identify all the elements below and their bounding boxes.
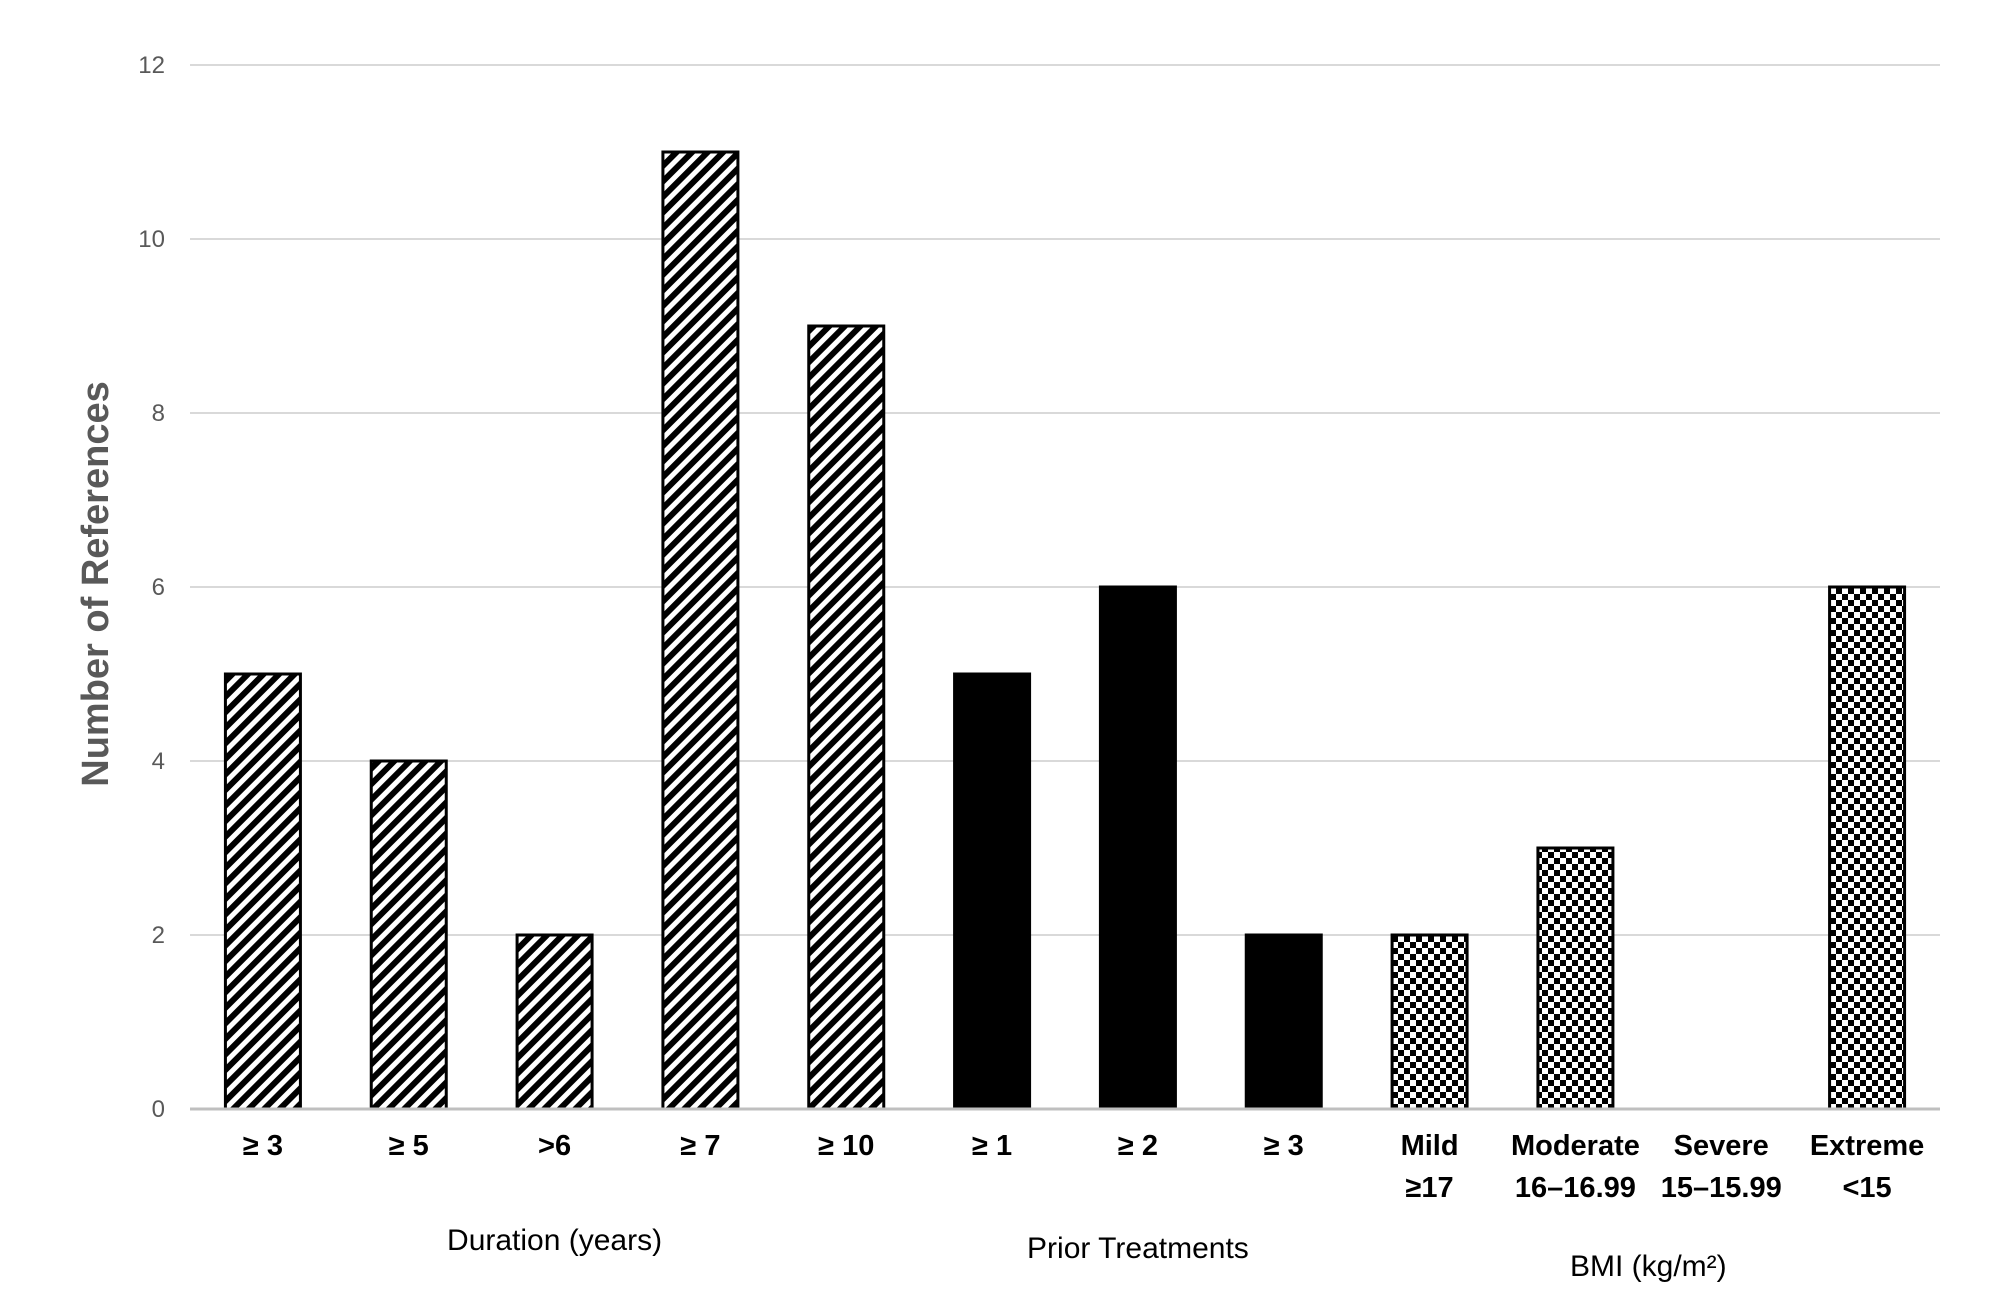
x-tick-label: <15 xyxy=(1842,1172,1891,1204)
group-labels: Duration (years) Prior Treatments BMI (kg/… xyxy=(447,1224,1727,1283)
x-tick-label: ≥ 10 xyxy=(818,1130,874,1162)
y-tick-label: 0 xyxy=(152,1096,165,1123)
bar xyxy=(661,150,740,1111)
bar xyxy=(1828,585,1907,1111)
y-axis-label: Number of References xyxy=(75,381,117,786)
bars xyxy=(223,150,1907,1111)
group-label: BMI (kg/m²) xyxy=(1570,1250,1727,1283)
x-tick-label: Severe xyxy=(1674,1130,1769,1162)
bar xyxy=(369,759,448,1111)
bar xyxy=(953,672,1032,1111)
x-tick-label: ≥17 xyxy=(1405,1172,1453,1204)
group-label: Duration (years) xyxy=(447,1224,662,1257)
x-tick-label: 16–16.99 xyxy=(1515,1172,1636,1204)
bar xyxy=(1390,933,1469,1111)
bar xyxy=(1536,846,1615,1111)
y-tick-labels: 0 2 4 6 8 10 12 xyxy=(138,52,165,1123)
y-tick-label: 4 xyxy=(152,748,165,775)
gridlines xyxy=(190,64,1940,936)
x-tick-label: Mild xyxy=(1401,1130,1459,1162)
bar xyxy=(223,672,302,1111)
y-tick-label: 12 xyxy=(138,52,165,79)
x-tick-label: 15–15.99 xyxy=(1661,1172,1782,1204)
y-tick-label: 2 xyxy=(152,922,165,949)
x-tick-labels: ≥ 3 ≥ 5 >6 ≥ 7 ≥ 10 ≥ 1 ≥ 2 ≥ 3 Mild ≥17 Moderate 1… xyxy=(243,1130,1924,1204)
bar xyxy=(1098,585,1177,1111)
y-tick-label: 6 xyxy=(152,574,165,601)
x-tick-label: ≥ 5 xyxy=(389,1130,429,1162)
x-tick-label: >6 xyxy=(538,1130,571,1162)
x-tick-label: ≥ 7 xyxy=(680,1130,720,1162)
x-tick-label: Extreme xyxy=(1810,1130,1924,1162)
group-label: Prior Treatments xyxy=(1027,1232,1249,1265)
x-tick-label: ≥ 1 xyxy=(972,1130,1012,1162)
y-tick-label: 8 xyxy=(152,400,165,427)
bar xyxy=(1244,933,1323,1111)
bar xyxy=(807,324,886,1111)
x-tick-label: ≥ 2 xyxy=(1118,1130,1158,1162)
x-tick-label: ≥ 3 xyxy=(1264,1130,1304,1162)
bar xyxy=(515,933,594,1111)
x-tick-label: Moderate xyxy=(1511,1130,1640,1162)
y-tick-label: 10 xyxy=(138,226,165,253)
x-tick-label: ≥ 3 xyxy=(243,1130,283,1162)
